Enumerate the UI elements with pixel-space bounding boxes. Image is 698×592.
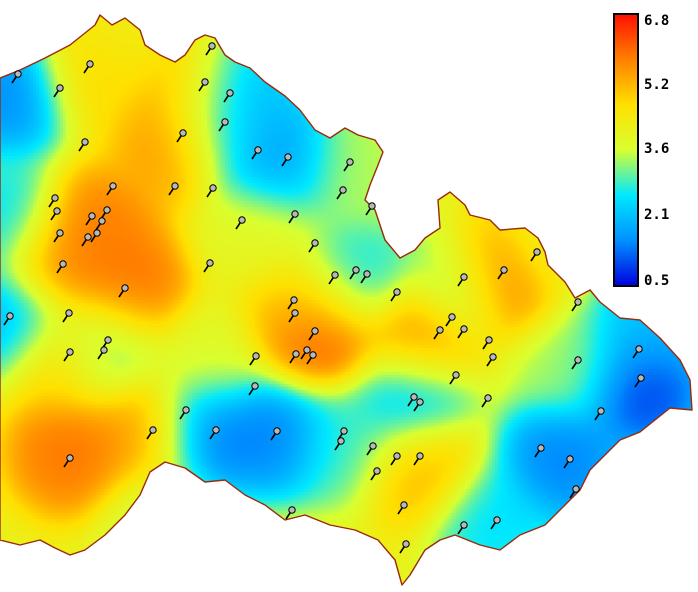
station-marker — [118, 284, 129, 298]
station-marker — [449, 371, 460, 385]
station-marker — [56, 260, 67, 274]
station-marker — [457, 325, 468, 339]
station-marker — [249, 352, 260, 366]
station-marker — [223, 89, 234, 103]
station-marker — [497, 266, 508, 280]
station-marker — [97, 346, 108, 360]
station-marker — [235, 216, 246, 230]
station-marker — [206, 184, 217, 198]
station-marker — [285, 506, 296, 520]
station-marker — [11, 70, 22, 84]
station-marker — [413, 398, 424, 412]
station-marker — [571, 298, 582, 312]
station-marker — [390, 452, 401, 466]
station-marker — [343, 158, 354, 172]
station-marker — [300, 346, 311, 360]
station-marker — [168, 182, 179, 196]
legend-tick-5-2: 5.2 — [644, 77, 669, 93]
station-marker — [482, 336, 493, 350]
station-marker — [288, 210, 299, 224]
station-marker — [569, 485, 580, 499]
color-legend: 6.8 5.2 3.6 2.1 0.5 — [613, 13, 669, 289]
station-marker — [288, 309, 299, 323]
station-marker — [251, 146, 262, 160]
station-marker — [490, 516, 501, 530]
station-marker — [198, 78, 209, 92]
country-border — [0, 14, 693, 586]
station-marker — [50, 207, 61, 221]
station-marker — [308, 327, 319, 341]
station-marker — [306, 351, 317, 365]
station-marker — [445, 313, 456, 327]
station-marker — [281, 153, 292, 167]
station-marker — [457, 521, 468, 535]
station-marker — [209, 426, 220, 440]
station-marker — [349, 266, 360, 280]
station-marker — [336, 186, 347, 200]
station-marker — [390, 288, 401, 302]
station-marker — [179, 406, 190, 420]
station-marker — [370, 467, 381, 481]
station-marker — [486, 353, 497, 367]
station-marker — [534, 444, 545, 458]
station-marker — [83, 60, 94, 74]
legend-tick-0-5: 0.5 — [644, 273, 669, 289]
station-marker — [397, 501, 408, 515]
station-marker — [53, 229, 64, 243]
station-marker — [360, 270, 371, 284]
station-marker — [334, 437, 345, 451]
station-marker — [48, 194, 59, 208]
station-marker — [106, 182, 117, 196]
station-marker — [63, 454, 74, 468]
station-marker — [594, 407, 605, 421]
station-marker — [328, 271, 339, 285]
station-marker — [481, 394, 492, 408]
station-marker — [289, 350, 300, 364]
station-marker — [205, 42, 216, 56]
station-marker — [308, 239, 319, 253]
station-marker — [287, 296, 298, 310]
station-marker — [62, 309, 73, 323]
station-marker — [399, 540, 410, 554]
station-marker — [146, 426, 157, 440]
station-marker — [176, 129, 187, 143]
station-marker — [433, 326, 444, 340]
station-marker — [53, 84, 64, 98]
legend-tick-6-8: 6.8 — [644, 13, 669, 29]
station-marker — [530, 248, 541, 262]
station-marker — [90, 229, 101, 243]
station-marker — [203, 259, 214, 273]
station-marker — [218, 118, 229, 132]
station-marker — [632, 345, 643, 359]
legend-tick-3-6: 3.6 — [644, 141, 669, 157]
legend-tick-2-1: 2.1 — [644, 207, 669, 223]
station-marker — [95, 217, 106, 231]
station-marker — [634, 374, 645, 388]
station-marker — [248, 382, 259, 396]
station-marker — [571, 356, 582, 370]
station-marker — [457, 273, 468, 287]
station-marker — [85, 212, 96, 226]
station-marker — [63, 348, 74, 362]
station-marker — [413, 452, 424, 466]
legend-colorbar — [613, 13, 639, 287]
station-marker — [81, 233, 92, 247]
stations-layer — [3, 42, 645, 554]
station-marker — [563, 455, 574, 469]
station-marker — [365, 202, 376, 216]
station-marker — [270, 427, 281, 441]
station-marker — [407, 393, 418, 407]
station-marker — [366, 442, 377, 456]
station-marker — [3, 312, 14, 326]
station-marker — [78, 138, 89, 152]
